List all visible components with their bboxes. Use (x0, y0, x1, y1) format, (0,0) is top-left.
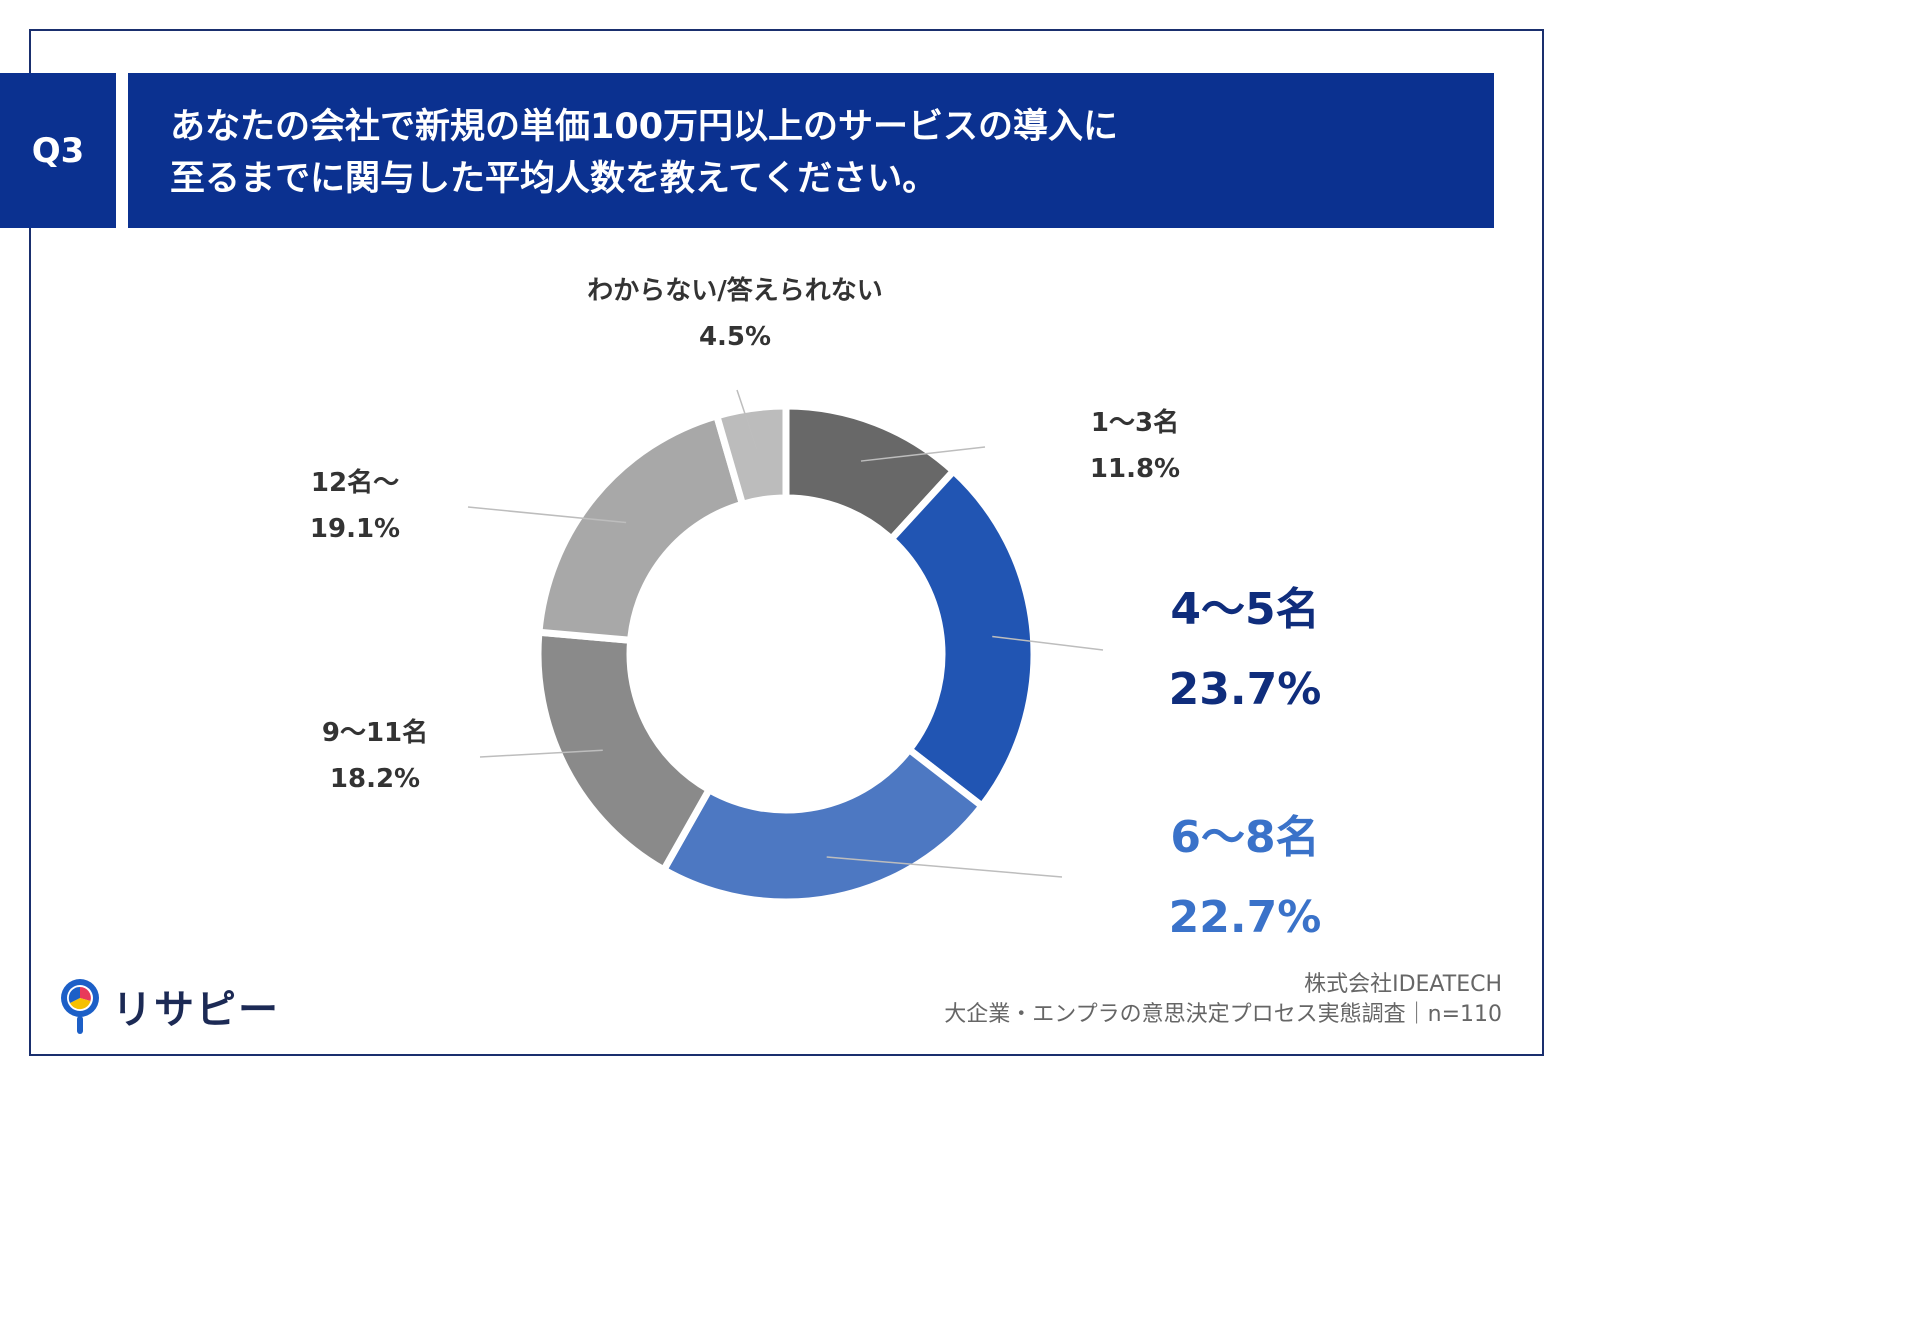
footer-survey: 大企業・エンプラの意思決定プロセス実態調査｜n=110 (944, 1002, 1502, 1027)
question-number: Q3 (31, 130, 85, 171)
label-1-3: 1〜3名 11.8% (1060, 400, 1210, 492)
label-4-5-value: 23.7% (1168, 664, 1322, 715)
slice-unknown-leader-line (736, 389, 758, 450)
slice-6-8-leader-line (826, 856, 1063, 878)
slice-4-5 (886, 466, 1038, 811)
slice-9-11-leader-line (479, 749, 603, 758)
label-1-3-category: 1〜3名 (1090, 408, 1180, 438)
donut-chart (467, 389, 1104, 906)
label-12-plus: 12名〜 19.1% (280, 460, 430, 552)
risapy-logo: リサピー (56, 976, 280, 1036)
label-unknown-value: 4.5% (698, 322, 772, 352)
question-number-badge: Q3 (0, 73, 116, 228)
label-1-3-value: 11.8% (1089, 454, 1181, 484)
question-title-line-1: あなたの会社で新規の単価100万円以上のサービスの導入に (170, 107, 1119, 147)
label-9-11-category: 9〜11名 (321, 718, 429, 748)
label-6-8: 6〜8名 22.7% (1145, 798, 1345, 958)
slice-12-plus (535, 411, 747, 645)
label-unknown: わからない/答えられない 4.5% (535, 268, 935, 360)
slice-12-plus-leader-line (467, 506, 627, 524)
label-4-5: 4〜5名 23.7% (1145, 570, 1345, 730)
label-4-5-category: 4〜5名 (1170, 584, 1320, 635)
label-12-plus-value: 19.1% (309, 514, 401, 544)
slice-6-8 (659, 744, 987, 906)
label-9-11: 9〜11名 18.2% (300, 710, 450, 802)
footer-company: 株式会社IDEATECH (1304, 972, 1502, 997)
label-9-11-value: 18.2% (329, 764, 421, 794)
pin-pie-icon (61, 979, 99, 1034)
slice-4-5-leader-line (992, 635, 1104, 651)
label-6-8-category: 6〜8名 (1170, 812, 1320, 863)
slice-1-3-leader-line (860, 446, 986, 462)
slice-unknown (712, 402, 790, 509)
slice-9-11 (534, 628, 714, 875)
label-6-8-value: 22.7% (1168, 892, 1322, 943)
question-title-line-2: 至るまでに関与した平均人数を教えてください。 (170, 159, 938, 199)
label-12-plus-category: 12名〜 (310, 468, 400, 498)
logo-text: リサピー (112, 987, 280, 1033)
chart-frame (29, 29, 1544, 1056)
question-title-banner: あなたの会社で新規の単価100万円以上のサービスの導入に 至るまでに関与した平均… (128, 73, 1494, 228)
footer-source: 株式会社IDEATECH 大企業・エンプラの意思決定プロセス実態調査｜n=110 (944, 970, 1502, 1030)
label-unknown-category: わからない/答えられない (587, 276, 883, 306)
